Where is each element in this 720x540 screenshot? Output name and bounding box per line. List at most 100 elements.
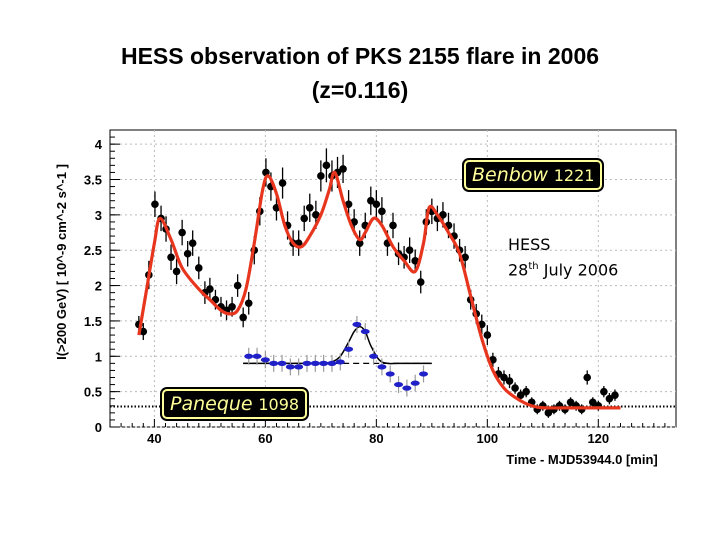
y-axis-label: I(>200 GeV) [ 10^-9 cm^-2 s^-1 ] — [54, 164, 69, 360]
paneque-tag: Paneque 1098 — [162, 389, 308, 419]
paneque-data-point — [394, 381, 404, 388]
hess-data-point — [461, 253, 469, 262]
x-tick-label: 80 — [369, 431, 383, 446]
hess-data-point — [183, 249, 192, 258]
paneque-data-point — [252, 353, 262, 359]
hess-data-point — [505, 377, 514, 385]
paneque-name: Paneque — [170, 393, 253, 415]
paneque-points — [244, 315, 429, 397]
hess-data-point — [588, 398, 597, 407]
y-tick-label: 0 — [95, 420, 102, 435]
hess-data-point — [439, 211, 447, 219]
hess-data-point — [172, 267, 181, 276]
hess-data-point — [300, 214, 309, 223]
paneque-number: 1098 — [258, 395, 300, 414]
hess-date: 28th July 2006 — [508, 256, 618, 281]
hess-data-point — [233, 281, 242, 290]
hess-data-point — [372, 200, 381, 209]
hess-data-point — [151, 200, 159, 209]
hess-data-point — [167, 253, 175, 262]
hess-data-point — [355, 239, 364, 247]
x-tick-label: 120 — [587, 431, 609, 446]
hess-data-point — [605, 394, 614, 403]
hess-data-point — [188, 239, 197, 247]
y-tick-label: 2 — [95, 279, 102, 294]
hess-data-point — [600, 387, 608, 396]
benbow-name: Benbow — [472, 164, 548, 186]
paneque-data-point — [319, 360, 329, 366]
hess-data-point — [389, 221, 397, 230]
hess-data-point — [194, 264, 203, 272]
hess-annotation: HESS 28th July 2006 — [508, 234, 618, 281]
hess-data-point — [228, 302, 236, 311]
title-line-1: HESS observation of PKS 2155 flare in 20… — [120, 43, 600, 69]
hess-data-point — [500, 373, 508, 382]
hess-data-point — [244, 299, 253, 308]
hess-data-point — [206, 285, 214, 293]
hess-data-point — [322, 161, 331, 170]
hess-data-point — [544, 409, 553, 417]
hess-data-point — [339, 165, 347, 173]
benbow-tag: Benbow 1221 — [464, 160, 603, 190]
benbow-number: 1221 — [553, 166, 595, 185]
paneque-data-point — [369, 353, 379, 359]
paneque-data-point — [344, 346, 354, 352]
x-tick-label: 40 — [147, 431, 161, 446]
paneque-data-point — [352, 321, 362, 328]
fit-curve-line — [137, 170, 621, 410]
hess-data-point — [278, 179, 287, 187]
hess-label: HESS — [508, 235, 551, 254]
paneque-data-point — [419, 371, 429, 377]
hess-day: 28 — [508, 260, 529, 280]
hess-data-point — [522, 387, 530, 396]
paneque-data-point — [310, 360, 320, 366]
hess-data-point — [378, 207, 386, 216]
paneque-data-point — [327, 360, 337, 366]
hess-data-point — [516, 391, 525, 399]
y-tick-label: 1 — [95, 349, 102, 364]
paneque-data-point — [285, 364, 295, 370]
paneque-data-point — [335, 359, 345, 365]
y-tick-label: 1.5 — [84, 314, 102, 329]
paneque-data-point — [269, 360, 279, 366]
y-tick-label: 0.5 — [84, 385, 102, 400]
paneque-data-point — [385, 371, 395, 377]
x-axis-label: Time - MJD53944.0 [min] — [506, 452, 657, 467]
x-tick-label: 60 — [258, 431, 272, 446]
hess-data-point — [411, 257, 419, 265]
paneque-data-point — [360, 328, 370, 335]
y-tick-label: 3.5 — [84, 173, 102, 188]
y-tick-label: 3 — [95, 208, 102, 223]
paneque-data-point — [277, 360, 287, 366]
hess-data-point — [317, 172, 325, 180]
y-tick-label: 2.5 — [84, 243, 102, 258]
hess-data-point — [416, 278, 425, 286]
hess-data-point — [405, 246, 414, 255]
hess-data-point — [611, 391, 619, 399]
paneque-data-point — [294, 364, 304, 370]
paneque-data-point — [377, 364, 387, 370]
hess-data-point — [566, 398, 575, 407]
x-tick-label: 100 — [476, 431, 498, 446]
title-line-2: (z=0.116) — [311, 77, 409, 103]
hess-day-suffix: th — [528, 261, 539, 272]
paneque-data-point — [244, 353, 254, 359]
paneque-data-point — [402, 385, 412, 391]
hess-data-point — [483, 331, 492, 339]
paneque-data-point — [260, 357, 270, 363]
hess-data-point — [344, 200, 353, 209]
hess-month-year: July 2006 — [543, 260, 619, 280]
axis-ticks: 40 60 80 100 120 0 0.5 1 1.5 2 2.5 3 3.5 4 — [84, 136, 666, 446]
hess-data-point — [511, 384, 519, 392]
paneque-data-point — [410, 380, 420, 386]
hess-data-point — [239, 313, 247, 322]
hess-data-point — [178, 228, 186, 237]
hess-data-point — [583, 373, 592, 382]
fit-curve — [137, 170, 621, 410]
y-tick-label: 4 — [95, 137, 103, 152]
hess-data-point — [367, 196, 375, 205]
hess-data-point — [312, 211, 320, 219]
hess-data-point — [305, 203, 314, 212]
paneque-data-point — [302, 360, 312, 366]
